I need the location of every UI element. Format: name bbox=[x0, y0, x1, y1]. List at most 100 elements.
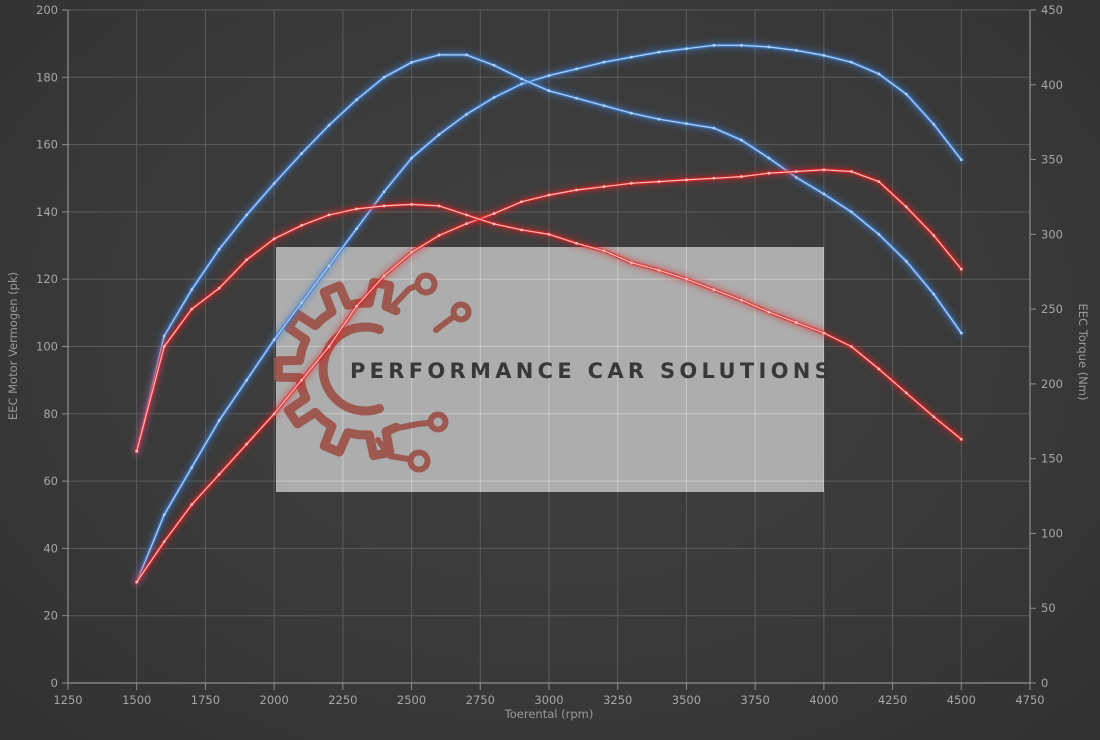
y-right-tick-label: 150 bbox=[1041, 452, 1063, 466]
data-point-marker bbox=[300, 223, 304, 227]
data-point-marker bbox=[849, 60, 853, 64]
data-point-marker bbox=[877, 72, 881, 76]
y-left-tick-label: 20 bbox=[43, 609, 58, 623]
data-point-marker bbox=[162, 334, 166, 338]
gear-inner-arc bbox=[318, 322, 384, 416]
curve-blue-left bbox=[132, 40, 966, 587]
x-tick-label: 4250 bbox=[878, 693, 907, 707]
data-point-marker bbox=[767, 171, 771, 175]
data-point-marker bbox=[520, 228, 523, 232]
data-point-marker bbox=[217, 419, 221, 422]
y-left-tick-label: 140 bbox=[36, 205, 58, 219]
data-point-marker bbox=[657, 268, 661, 272]
data-point-marker bbox=[685, 178, 688, 182]
data-point-marker bbox=[355, 98, 358, 102]
data-point-marker bbox=[492, 63, 496, 67]
x-tick-label: 3000 bbox=[534, 693, 563, 707]
y-right-tick-label: 300 bbox=[1041, 227, 1063, 241]
data-point-marker bbox=[849, 170, 853, 173]
data-point-marker bbox=[740, 43, 743, 47]
y-right-tick-label: 450 bbox=[1041, 3, 1063, 17]
data-point-marker bbox=[657, 180, 661, 184]
data-point-marker bbox=[822, 54, 826, 57]
data-point-marker bbox=[547, 232, 551, 236]
data-point-marker bbox=[794, 176, 798, 179]
data-point-marker bbox=[767, 310, 771, 314]
data-point-marker bbox=[767, 156, 771, 160]
data-point-marker bbox=[740, 298, 743, 302]
data-point-marker bbox=[547, 89, 551, 93]
data-point-marker bbox=[465, 213, 468, 217]
data-point-marker bbox=[382, 190, 386, 194]
circuit-trace bbox=[389, 283, 419, 310]
data-point-marker bbox=[437, 234, 441, 237]
data-point-marker bbox=[410, 203, 413, 206]
x-axis-title: Toerental (rpm) bbox=[504, 707, 594, 721]
data-point-marker bbox=[959, 158, 963, 162]
data-point-marker bbox=[355, 227, 358, 231]
x-tick-label: 1750 bbox=[191, 693, 220, 707]
data-point-marker bbox=[602, 60, 606, 64]
axis-labels-layer: Toerental (rpm) EEC Motor Vermogen (pk) … bbox=[6, 272, 1090, 721]
data-point-marker bbox=[162, 513, 166, 517]
data-point-marker bbox=[465, 53, 468, 57]
data-point-marker bbox=[822, 192, 826, 196]
x-tick-label: 3500 bbox=[672, 693, 701, 707]
data-point-marker bbox=[300, 152, 304, 155]
data-point-marker bbox=[657, 117, 661, 121]
data-point-marker bbox=[602, 249, 606, 253]
data-point-marker bbox=[767, 45, 771, 49]
data-point-marker bbox=[327, 213, 331, 217]
data-point-marker bbox=[300, 301, 304, 305]
data-point-marker bbox=[272, 412, 276, 416]
y-left-tick-label: 120 bbox=[36, 272, 58, 286]
circuit-node bbox=[414, 272, 438, 296]
x-tick-label: 4500 bbox=[947, 693, 976, 707]
data-point-marker bbox=[190, 466, 194, 470]
data-point-marker bbox=[932, 123, 936, 126]
data-point-marker bbox=[217, 286, 221, 290]
data-point-marker bbox=[630, 111, 633, 115]
y-right-tick-label: 250 bbox=[1041, 302, 1063, 316]
curves-layer bbox=[132, 40, 966, 587]
data-point-marker bbox=[877, 180, 881, 184]
data-point-marker bbox=[272, 182, 276, 185]
y-right-tick-label: 100 bbox=[1041, 526, 1063, 540]
curve-blue-right bbox=[132, 50, 966, 456]
data-point-marker bbox=[959, 437, 963, 441]
data-point-marker bbox=[355, 304, 358, 308]
data-point-marker bbox=[382, 274, 386, 278]
data-point-marker bbox=[685, 47, 688, 51]
watermark-gridlines bbox=[276, 247, 824, 492]
data-point-marker bbox=[904, 92, 908, 96]
curve-red-right bbox=[132, 199, 966, 456]
data-point-marker bbox=[740, 138, 743, 142]
y-left-tick-label: 0 bbox=[51, 676, 58, 690]
data-point-marker bbox=[575, 188, 578, 192]
data-point-marker bbox=[245, 442, 249, 446]
brand-text: PERFORMANCE CAR SOLUTIONS bbox=[350, 359, 834, 383]
data-point-marker bbox=[217, 247, 221, 251]
y-right-tick-label: 0 bbox=[1041, 676, 1048, 690]
y-axis-left-title: EEC Motor Vermogen (pk) bbox=[6, 272, 20, 420]
x-tick-label: 4000 bbox=[809, 693, 838, 707]
data-point-marker bbox=[575, 241, 578, 245]
data-point-marker bbox=[904, 205, 908, 209]
data-point-marker bbox=[932, 234, 936, 237]
data-point-marker bbox=[932, 415, 936, 419]
data-point-marker bbox=[959, 331, 963, 335]
data-point-marker bbox=[822, 168, 826, 172]
data-point-marker bbox=[272, 237, 276, 241]
data-point-marker bbox=[437, 53, 441, 57]
data-point-marker bbox=[794, 170, 798, 173]
data-point-marker bbox=[712, 126, 716, 130]
x-tick-label: 2250 bbox=[328, 693, 357, 707]
data-point-marker bbox=[685, 277, 688, 281]
data-point-marker bbox=[932, 292, 936, 296]
data-point-marker bbox=[135, 580, 139, 584]
data-point-marker bbox=[904, 391, 908, 395]
x-tick-label: 4750 bbox=[1015, 693, 1044, 707]
data-point-marker bbox=[877, 232, 881, 236]
